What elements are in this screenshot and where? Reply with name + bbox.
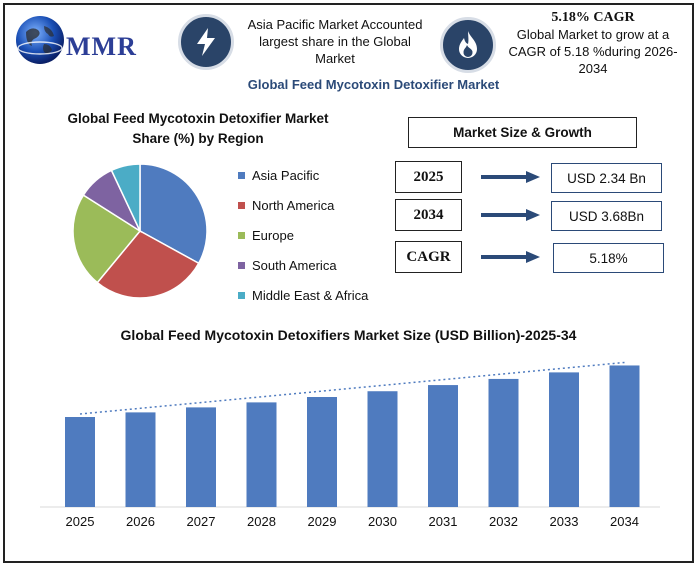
legend-item: Asia Pacific [238, 160, 368, 190]
value-2034-box: USD 3.68Bn [551, 201, 662, 231]
bar-chart-title: Global Feed Mycotoxin Detoxifiers Market… [120, 327, 577, 343]
bar-chart: 2025 2026 2027 2028 2029 2030 2031 2032 2033 2034 [40, 361, 660, 529]
globe-icon [16, 16, 64, 64]
x-tick-label: 2027 [187, 514, 216, 529]
bar-2025 [65, 417, 95, 507]
row-value-2034: USD 3.68Bn [568, 208, 645, 224]
x-tick-label: 2029 [308, 514, 337, 529]
legend-label: Europe [252, 227, 294, 243]
flame-icon [459, 31, 477, 58]
row-value-2025: USD 2.34 Bn [567, 170, 646, 186]
bar-2028 [246, 402, 277, 507]
cagr-label-box: CAGR [395, 241, 462, 273]
lightning-badge [178, 14, 234, 70]
cagr-note: Global Market to grow at a CAGR of 5.18 … [508, 27, 678, 76]
value-2025-box: USD 2.34 Bn [551, 163, 662, 193]
region-note: Asia Pacific Market Accounted largest sh… [247, 17, 423, 66]
x-tick-label: 2031 [429, 514, 458, 529]
bar-2031 [428, 385, 458, 507]
legend-swatch [238, 291, 245, 299]
mmr-logo: MMR [14, 10, 154, 70]
flame-badge [440, 17, 496, 73]
bar-2029 [307, 397, 337, 507]
legend-swatch [238, 201, 245, 209]
legend-swatch [238, 261, 245, 269]
logo-text: MMR [66, 32, 137, 61]
row-value-cagr: 5.18% [589, 250, 628, 266]
bar-2033 [549, 372, 579, 507]
pie-legend: Asia Pacific North America Europe South Ame… [238, 160, 368, 310]
trend-line [79, 361, 625, 415]
legend-item: South America [238, 250, 368, 280]
cagr-note-block: 5.18% CAGR Global Market to grow at a CA… [503, 9, 683, 77]
cagr-headline: 5.18% CAGR [551, 10, 635, 25]
legend-item: Middle East & Africa [238, 280, 368, 310]
x-tick-label: 2030 [368, 514, 397, 529]
lightning-icon [197, 28, 215, 56]
main-title: Global Feed Mycotoxin Detoxifier Market [0, 77, 697, 92]
infographic-frame [3, 3, 694, 563]
legend-label: Asia Pacific [252, 167, 320, 183]
legend-item: North America [238, 190, 368, 220]
cagr-value-box: 5.18% [553, 243, 664, 273]
row-label-2025: 2025 [413, 168, 444, 185]
main-title-text: Global Feed Mycotoxin Detoxifier Market [247, 77, 500, 92]
bar-2027 [186, 407, 216, 507]
legend-label: Middle East & Africa [252, 287, 369, 303]
legend-label: South America [252, 257, 337, 273]
bar-2034 [609, 365, 640, 507]
year-2034-box: 2034 [395, 199, 462, 231]
bar-2030 [367, 391, 398, 507]
x-tick-label: 2026 [126, 514, 155, 529]
x-tick-label: 2028 [247, 514, 276, 529]
x-tick-label: 2025 [66, 514, 95, 529]
market-size-title-box: Market Size & Growth [408, 117, 637, 148]
row-label-2034: 2034 [413, 206, 444, 223]
legend-swatch [238, 231, 245, 239]
x-tick-label: 2034 [610, 514, 639, 529]
x-tick-label: 2032 [489, 514, 518, 529]
pie-chart-title: Global Feed Mycotoxin Detoxifier Market … [67, 111, 329, 146]
legend-label: North America [252, 197, 335, 213]
year-2025-box: 2025 [395, 161, 462, 193]
legend-swatch [238, 171, 245, 179]
row-label-cagr: CAGR [406, 248, 451, 265]
bar-2032 [488, 378, 519, 507]
bar-2026 [125, 412, 156, 507]
market-size-title: Market Size & Growth [453, 125, 592, 140]
x-tick-label: 2033 [550, 514, 579, 529]
legend-item: Europe [238, 220, 368, 250]
